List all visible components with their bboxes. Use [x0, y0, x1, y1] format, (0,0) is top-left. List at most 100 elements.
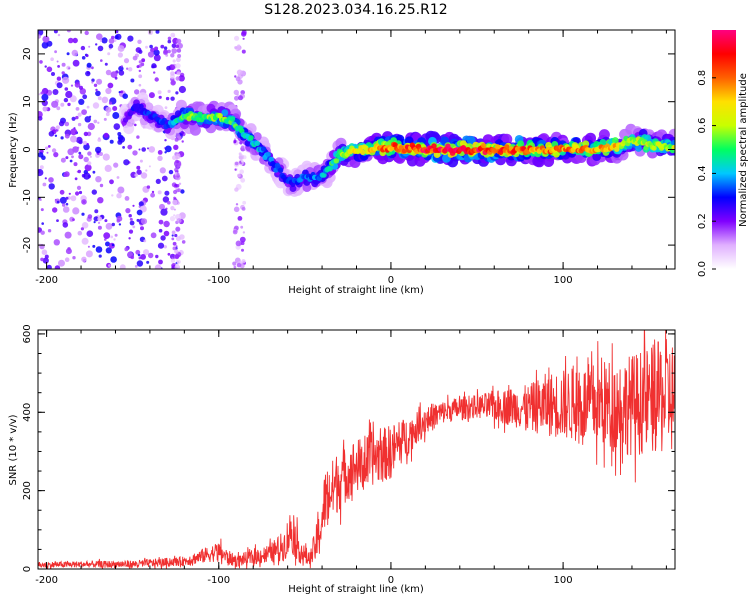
heatmap-noise-cell — [168, 169, 174, 175]
heatmap-noise-cell — [234, 187, 239, 192]
heatmap-noise-cell — [85, 70, 91, 77]
heatmap-noise-cell — [158, 259, 163, 265]
heatmap-noise-cell — [151, 190, 155, 194]
heatmap-noise-cell — [164, 151, 167, 154]
heatmap-noise-cell — [77, 122, 82, 127]
heatmap-noise-cell — [155, 254, 159, 259]
heatmap-noise-cell — [93, 119, 98, 124]
heatmap-noise-cell — [177, 188, 182, 193]
heatmap-noise-cell — [123, 159, 130, 166]
heatmap-noise-cell — [148, 252, 154, 259]
heatmap-noise-cell — [62, 203, 66, 207]
heatmap-noise-cell — [126, 67, 129, 70]
heatmap-noise-cell — [236, 262, 242, 268]
heatmap-noise-cell — [38, 93, 41, 96]
x-tick-label: -100 — [207, 275, 230, 286]
heatmap-noise-cell — [111, 35, 115, 40]
heatmap-noise-cell — [154, 77, 159, 82]
heatmap-noise-cell — [129, 217, 133, 221]
heatmap-noise-cell — [153, 54, 161, 62]
heatmap-noise-cell — [171, 237, 175, 241]
colorbar-tick-label: 0.0 — [697, 261, 708, 277]
heatmap-ridge-cell — [614, 146, 620, 152]
heatmap-noise-cell — [41, 222, 44, 225]
heatmap-noise-cell — [116, 215, 123, 222]
heatmap-noise-cell — [172, 199, 178, 206]
heatmap-noise-cell — [164, 106, 168, 109]
heatmap-noise-cell — [104, 164, 112, 172]
heatmap-noise-cell — [122, 146, 125, 149]
heatmap-noise-cell — [51, 72, 55, 76]
heatmap-noise-cell — [81, 109, 87, 115]
heatmap-noise-cell — [83, 156, 89, 163]
heatmap-noise-cell — [176, 160, 179, 164]
heatmap-noise-cell — [132, 204, 135, 207]
heatmap-noise-cell — [95, 43, 98, 46]
heatmap-noise-cell — [113, 238, 116, 241]
heatmap-noise-cell — [72, 59, 80, 67]
heatmap-noise-cell — [45, 146, 49, 150]
heatmap-noise-cell — [235, 203, 239, 206]
heatmap-noise-cell — [150, 47, 155, 53]
heatmap-noise-cell — [65, 202, 69, 206]
heatmap-noise-cell — [234, 95, 239, 101]
heatmap-noise-cell — [170, 32, 176, 38]
heatmap-noise-cell — [65, 196, 69, 200]
heatmap-noise-cell — [117, 132, 122, 136]
heatmap-ridge-cell — [197, 111, 203, 117]
heatmap-noise-cell — [38, 34, 41, 39]
heatmap-noise-cell — [109, 179, 114, 185]
heatmap-noise-cell — [58, 259, 65, 267]
heatmap-noise-cell — [91, 81, 94, 84]
heatmap-noise-cell — [77, 169, 82, 174]
heatmap-noise-cell — [160, 44, 165, 49]
heatmap-noise-cell — [93, 216, 99, 222]
heatmap-noise-cell — [124, 196, 130, 201]
snr-panel: -200 -100 0 100 0 200 400 600 Height of straigh… — [8, 324, 676, 595]
heatmap-noise-cell — [176, 57, 181, 63]
heatmap-noise-cell — [232, 261, 237, 266]
heatmap-noise-cell — [98, 137, 101, 140]
colorbar-tick-label: 0.2 — [697, 213, 708, 229]
heatmap-noise-cell — [111, 243, 115, 247]
heatmap-noise-cell — [94, 209, 99, 214]
heatmap-noise-cell — [162, 196, 170, 203]
heatmap-noise-cell — [241, 248, 244, 252]
heatmap-noise-cell — [146, 185, 151, 189]
heatmap-noise-cell — [171, 234, 174, 237]
heatmap-noise-cell — [232, 229, 238, 235]
x-tick-label: 0 — [388, 275, 394, 286]
heatmap-noise-cell — [84, 30, 89, 36]
heatmap-noise-cell — [108, 242, 115, 249]
heatmap-noise-cell — [157, 90, 162, 95]
heatmap-noise-cell — [56, 76, 62, 81]
heatmap-noise-cell — [97, 221, 101, 224]
heatmap-noise-cell — [65, 156, 69, 160]
heatmap-noise-cell — [86, 105, 90, 109]
heatmap-noise-cell — [69, 159, 73, 163]
heatmap-ridge-cell — [327, 166, 333, 172]
heatmap-noise-cell — [174, 167, 179, 172]
heatmap-noise-cell — [98, 254, 102, 258]
heatmap-noise-cell — [240, 177, 246, 183]
heatmap-ridge-cell — [651, 145, 657, 151]
heatmap-noise-cell — [59, 189, 65, 195]
heatmap-noise-cell — [91, 66, 94, 70]
heatmap-noise-cell — [107, 82, 114, 89]
heatmap-noise-cell — [150, 232, 157, 239]
heatmap-noise-cell — [149, 44, 153, 49]
heatmap-noise-cell — [60, 157, 66, 163]
heatmap-noise-cell — [81, 212, 85, 216]
heatmap-noise-cell — [61, 71, 65, 75]
heatmap-noise-cell — [151, 63, 157, 69]
heatmap-ridge-cell — [333, 158, 340, 164]
heatmap-noise-cell — [76, 136, 83, 144]
heatmap-noise-cell — [146, 260, 150, 264]
heatmap-noise-cell — [233, 265, 237, 269]
heatmap-noise-cell — [138, 49, 143, 54]
heatmap-noise-cell — [167, 200, 171, 205]
heatmap-noise-cell — [140, 254, 147, 260]
heatmap-noise-cell — [73, 162, 78, 167]
y-tick-label: 400 — [22, 403, 33, 422]
